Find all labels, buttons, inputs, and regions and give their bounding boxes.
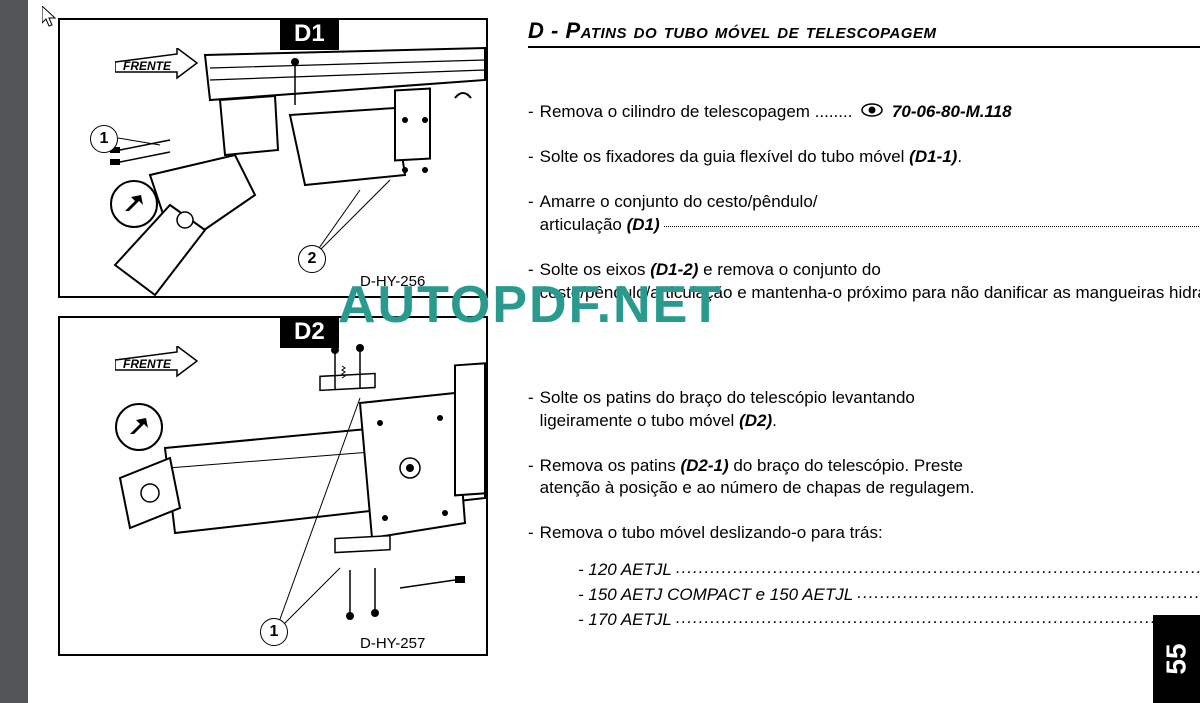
i1-text: Remova o cilindro de telescopagem ......… [540, 102, 853, 121]
weight-row-2: - 150 AETJ COMPACT e 150 AETJL 116 kg [578, 584, 1200, 605]
i4-l2: cesto/pêndulo/articulação e mantenha-o p… [540, 283, 1200, 302]
callout-d1-1: 1 [90, 125, 118, 153]
section-prefix: D - [528, 18, 565, 43]
w3-label: - 170 AETJL [578, 610, 672, 630]
i4-ref: (D1-2) [650, 260, 698, 279]
i3-l1: Amarre o conjunto do cesto/pêndulo/ [540, 192, 818, 211]
diagrams-column: D1 FRENTE [28, 0, 498, 703]
weight-row-1: - 120 AETJL 102 kg [578, 559, 1200, 580]
see-icon [861, 101, 883, 124]
callout-d1-2: 2 [298, 245, 326, 273]
figure-id-d2: D-HY-257 [360, 635, 425, 652]
front-arrow-d1: FRENTE [115, 48, 205, 88]
diagram-tag-d2: D2 [280, 316, 339, 348]
i2-text: Solte os fixadores da guia flexível do t… [540, 147, 910, 166]
instruction-3: - Amarre o conjunto do cesto/pêndulo/ ar… [528, 191, 1200, 237]
page-number: 55 [1153, 615, 1200, 703]
disassembly-icon-d1 [110, 180, 158, 228]
instruction-1: - Remova o cilindro de telescopagem ....… [528, 101, 1200, 124]
i6-l1b: do braço do telescópio. Preste [729, 456, 963, 475]
i6-l2: atenção à posição e ao número de chapas … [540, 478, 975, 497]
front-arrow-d2: FRENTE [115, 346, 205, 386]
callout-d2-1: 1 [260, 618, 288, 646]
i2-ref: (D1-1) [909, 147, 957, 166]
i1-ref: 70-06-80-M.118 [892, 102, 1012, 121]
mouse-cursor [42, 6, 62, 35]
section-subtitle: Remoção [528, 50, 1200, 73]
i4-l1b: e remova o conjunto do [698, 260, 880, 279]
w2-label: - 150 AETJ COMPACT e 150 AETJL [578, 585, 853, 605]
i4-l1a: Solte os eixos [540, 260, 651, 279]
i6-l1a: Remova os patins [540, 456, 681, 475]
diagram-d2: D2 FRENTE [58, 316, 488, 656]
w1-label: - 120 AETJL [578, 560, 672, 580]
section-title: D - Patins do tubo móvel de telescopagem [528, 18, 1200, 48]
instruction-6: - Remova os patins (D2-1) do braço do te… [528, 455, 1200, 501]
diagram-tag-d1: D1 [280, 18, 339, 50]
document-page: D1 FRENTE [28, 0, 1200, 703]
i2-suffix: . [957, 147, 962, 166]
text-column: D - Patins do tubo móvel de telescopagem… [498, 0, 1200, 703]
svg-text:FRENTE: FRENTE [123, 357, 172, 371]
weight-list: - 120 AETJL 102 kg - 150 AETJ COMPACT e … [578, 559, 1200, 630]
figure-id-d1: D-HY-256 [360, 273, 425, 290]
instruction-4: - Solte os eixos (D1-2) e remova o conju… [528, 259, 1200, 305]
instruction-7: - Remova o tubo móvel deslizando-o para … [528, 522, 1200, 545]
i5-l2a: ligeiramente o tubo móvel [540, 411, 739, 430]
instruction-5: - Solte os patins do braço do telescópio… [528, 387, 1200, 433]
i3-ref: (D1) [627, 215, 660, 234]
i6-ref: (D2-1) [680, 456, 728, 475]
i5-ref: (D2) [739, 411, 772, 430]
section-title-text: Patins do tubo móvel de telescopagem [565, 18, 936, 43]
disassembly-icon-d2 [115, 403, 163, 451]
diagram-d1: D1 FRENTE [58, 18, 488, 298]
i3-l2a: articulação [540, 215, 627, 234]
frente-label: FRENTE [123, 59, 172, 73]
i5-suffix: . [772, 411, 777, 430]
i5-l1: Solte os patins do braço do telescópio l… [540, 388, 915, 407]
instruction-2: - Solte os fixadores da guia flexível do… [528, 146, 1200, 169]
weight-row-3: - 170 AETJL 148 kg [578, 609, 1200, 630]
i7-text: Remova o tubo móvel deslizando-o para tr… [540, 522, 1200, 545]
